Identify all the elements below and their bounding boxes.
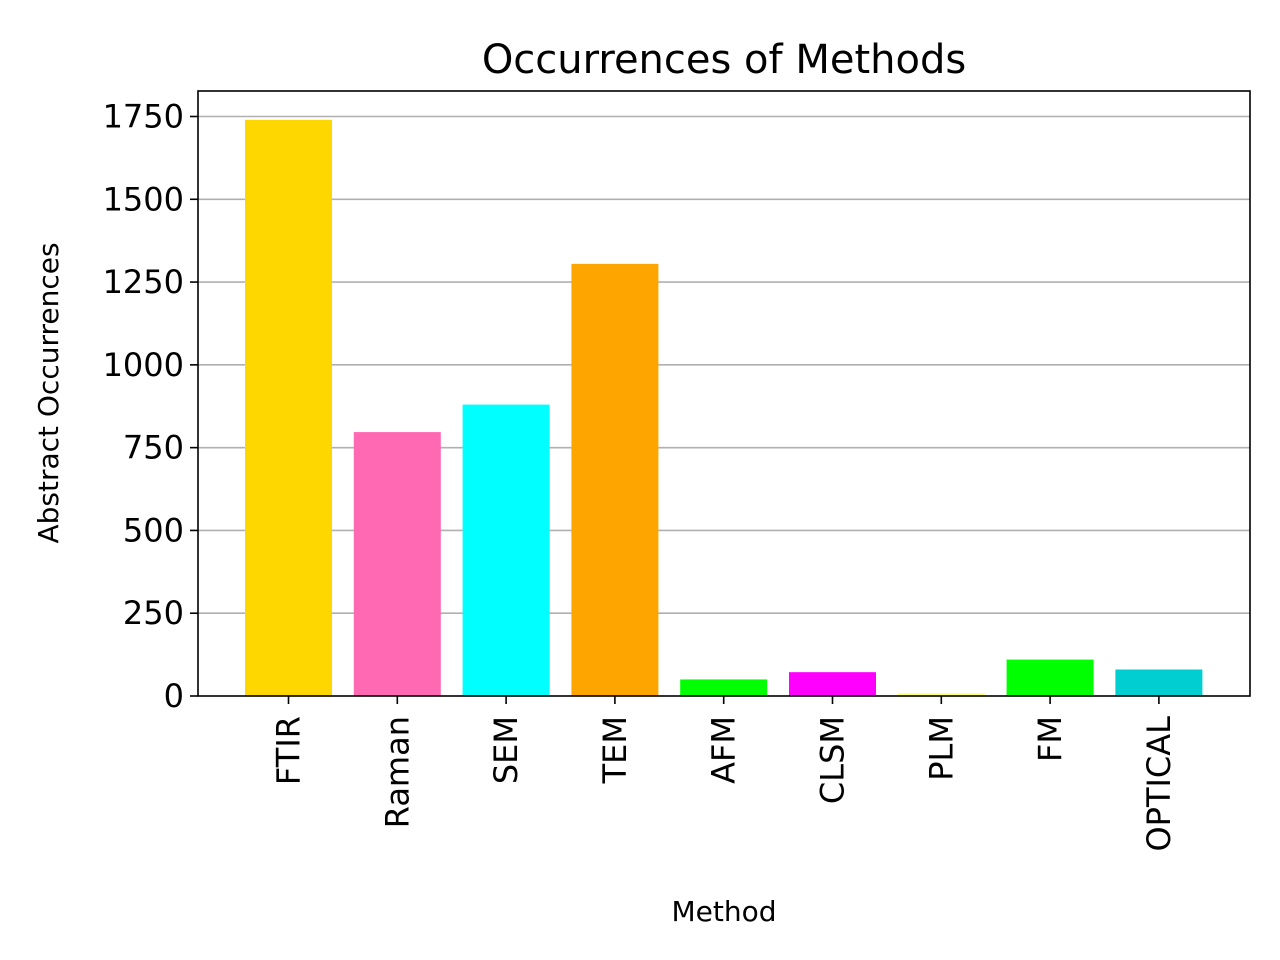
x-axis-label: Method — [671, 895, 776, 928]
bar-raman — [353, 432, 441, 696]
x-tick-label-plm: PLM — [922, 716, 960, 781]
bars — [245, 119, 1203, 697]
bar-sem — [462, 404, 550, 696]
chart-title: Occurrences of Methods — [482, 37, 966, 83]
x-tick-label-sem: SEM — [487, 716, 525, 784]
x-axis-ticks: FTIR Raman SEM TEM AFM CLSM PLM FM OPTICAL — [270, 696, 1178, 852]
x-tick-label-afm: AFM — [705, 716, 743, 784]
y-tick-label: 500 — [123, 511, 184, 549]
y-tick-label: 250 — [123, 594, 184, 632]
bar-clsm — [789, 672, 876, 696]
y-axis-label: Abstract Occurrences — [32, 242, 65, 543]
bar-fm — [1006, 659, 1094, 696]
y-tick-label: 1250 — [103, 263, 184, 301]
y-tick-label: 1500 — [103, 180, 184, 218]
x-tick-label-tem: TEM — [596, 716, 634, 784]
x-tick-label-optical: OPTICAL — [1140, 716, 1178, 852]
y-tick-label: 750 — [123, 429, 184, 467]
y-tick-label: 1750 — [103, 97, 184, 135]
y-tick-label: 1000 — [103, 346, 184, 384]
y-axis-ticks: 0 250 500 750 1000 1250 1500 1750 — [103, 97, 198, 715]
x-tick-label-raman: Raman — [378, 716, 416, 828]
x-tick-label-ftir: FTIR — [270, 716, 308, 785]
bar-plm — [897, 693, 985, 696]
x-tick-label-fm: FM — [1031, 716, 1069, 762]
bar-tem — [571, 263, 659, 696]
bar-afm — [680, 679, 768, 696]
x-tick-label-clsm: CLSM — [814, 716, 852, 804]
bar-optical — [1115, 669, 1203, 696]
bar-ftir — [245, 119, 332, 697]
y-tick-label: 0 — [164, 677, 184, 715]
